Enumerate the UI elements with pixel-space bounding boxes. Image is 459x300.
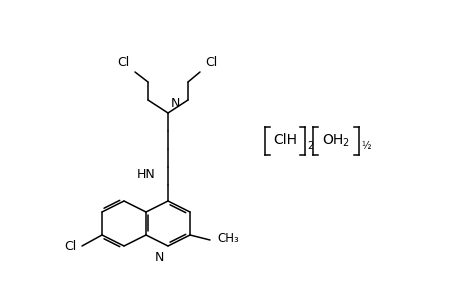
Text: Cl: Cl	[65, 239, 77, 253]
Text: 2: 2	[341, 138, 347, 148]
Text: OH: OH	[322, 133, 343, 147]
Text: ½: ½	[360, 141, 369, 151]
Text: ClH: ClH	[272, 133, 297, 147]
Text: Cl: Cl	[205, 56, 217, 69]
Text: HN: HN	[137, 168, 156, 181]
Text: CH₃: CH₃	[217, 232, 238, 245]
Text: N: N	[154, 251, 164, 264]
Text: N: N	[171, 97, 180, 110]
Text: 2: 2	[306, 141, 313, 151]
Text: Cl: Cl	[118, 56, 130, 69]
